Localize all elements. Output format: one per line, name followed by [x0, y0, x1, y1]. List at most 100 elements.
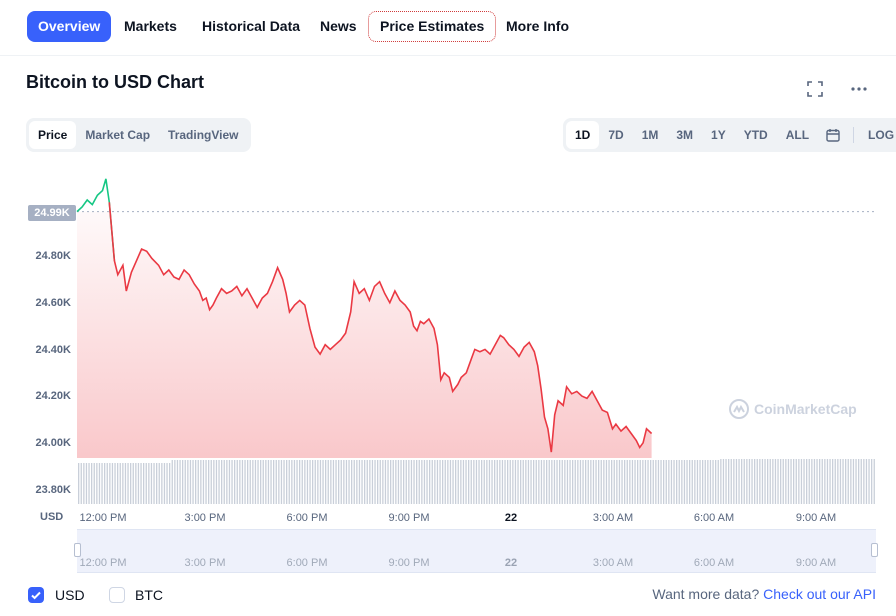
- volume-bar: [668, 460, 670, 504]
- volume-bar: [374, 460, 376, 504]
- volume-bar: [712, 460, 714, 504]
- range-1d[interactable]: 1D: [566, 121, 600, 149]
- volume-bar: [340, 460, 342, 504]
- volume-bar: [275, 460, 277, 504]
- view-option-tradingview[interactable]: TradingView: [168, 128, 239, 142]
- current-price-tag: 24.99K: [28, 205, 76, 221]
- volume-bar: [527, 460, 530, 504]
- volume-bar: [296, 460, 298, 504]
- volume-bar: [288, 460, 290, 504]
- volume-bar: [603, 460, 605, 504]
- volume-bar: [348, 460, 350, 504]
- volume-bar: [871, 459, 873, 504]
- volume-bar: [351, 460, 353, 504]
- volume-bar: [587, 460, 589, 504]
- volume-bar: [384, 460, 387, 504]
- volume-bar: [691, 460, 693, 504]
- volume-bar: [689, 460, 691, 504]
- volume-bar: [400, 460, 402, 504]
- range-navigator[interactable]: [77, 529, 876, 573]
- volume-bar: [153, 463, 155, 504]
- volume-bar: [280, 460, 283, 504]
- tab-more-info[interactable]: More Info: [506, 18, 569, 34]
- volume-bar: [468, 460, 470, 504]
- calendar-icon[interactable]: [818, 121, 848, 149]
- volume-bar: [366, 460, 368, 504]
- volume-bar: [670, 460, 673, 504]
- volume-bar: [408, 460, 410, 504]
- navigator-x-label: 6:00 AM: [693, 557, 735, 569]
- volume-bar: [559, 460, 561, 504]
- tab-markets[interactable]: Markets: [124, 18, 177, 34]
- range-7d[interactable]: 7D: [608, 128, 624, 142]
- volume-bar: [481, 460, 483, 504]
- x-tick-label: 6:00 AM: [693, 512, 735, 524]
- volume-bar: [564, 460, 566, 504]
- volume-bar: [169, 463, 171, 504]
- volume-bar: [540, 460, 543, 504]
- usd-checkbox-label[interactable]: USD: [55, 587, 85, 603]
- x-tick-label: 6:00 PM: [286, 512, 328, 524]
- volume-bar: [392, 460, 394, 504]
- volume-bar: [421, 460, 423, 504]
- log-scale-toggle[interactable]: LOG: [868, 128, 895, 142]
- api-promo: Want more data? Check out our API: [652, 586, 876, 602]
- volume-bar: [353, 460, 355, 504]
- more-horizontal-icon[interactable]: [847, 77, 871, 101]
- volume-bar: [104, 463, 106, 504]
- volume-bar: [751, 459, 753, 504]
- volume-bar: [314, 460, 316, 504]
- api-link[interactable]: Check out our API: [763, 586, 876, 602]
- usd-checkbox[interactable]: [28, 587, 44, 603]
- volume-bar: [618, 460, 621, 504]
- volume-bar: [278, 460, 280, 504]
- range-1y[interactable]: 1Y: [711, 128, 726, 142]
- volume-bar: [301, 460, 303, 504]
- tab-news[interactable]: News: [320, 18, 357, 34]
- btc-checkbox-label[interactable]: BTC: [135, 587, 163, 603]
- btc-checkbox[interactable]: [109, 587, 125, 603]
- volume-bar: [332, 460, 335, 504]
- volume-bar: [850, 459, 852, 504]
- volume-bar: [585, 460, 587, 504]
- price-series: [76, 178, 653, 453]
- range-3m[interactable]: 3M: [676, 128, 694, 142]
- volume-bar: [839, 459, 842, 504]
- volume-bar: [322, 460, 324, 504]
- volume-bar: [473, 460, 475, 504]
- tab-historical-data[interactable]: Historical Data: [202, 18, 301, 34]
- volume-bar: [681, 460, 683, 504]
- volume-bar: [496, 460, 498, 504]
- range-all[interactable]: ALL: [785, 128, 810, 142]
- expand-icon[interactable]: [803, 77, 827, 101]
- volume-bar: [637, 460, 639, 504]
- view-option-market-cap[interactable]: Market Cap: [85, 128, 151, 142]
- volume-bar: [852, 459, 855, 504]
- range-ytd[interactable]: YTD: [743, 128, 768, 142]
- volume-bar: [624, 460, 626, 504]
- volume-bar: [863, 459, 865, 504]
- navigator-handle-left[interactable]: [74, 543, 81, 557]
- volume-bar: [655, 460, 657, 504]
- range-1m[interactable]: 1M: [641, 128, 659, 142]
- volume-bar: [790, 459, 792, 504]
- volume-bar: [117, 463, 119, 504]
- volume-bar: [213, 460, 215, 504]
- volume-bar: [208, 460, 210, 504]
- tab-overview[interactable]: Overview: [27, 11, 112, 42]
- volume-bar: [837, 459, 839, 504]
- volume-bar: [616, 460, 618, 504]
- navigator-handle-right[interactable]: [871, 543, 878, 557]
- volume-bar: [699, 460, 701, 504]
- volume-bar: [806, 459, 808, 504]
- view-option-price[interactable]: Price: [29, 121, 77, 149]
- volume-bar: [600, 460, 602, 504]
- volume-bar: [182, 460, 184, 504]
- y-tick-label: 24.40K: [35, 344, 71, 356]
- volume-bar: [514, 460, 517, 504]
- page-tabs: Overview Markets Historical Data News Pr…: [0, 0, 896, 56]
- volume-bar: [626, 460, 628, 504]
- tab-price-estimates[interactable]: Price Estimates: [368, 11, 497, 42]
- volume-bar: [639, 460, 641, 504]
- volume-bar: [611, 460, 613, 504]
